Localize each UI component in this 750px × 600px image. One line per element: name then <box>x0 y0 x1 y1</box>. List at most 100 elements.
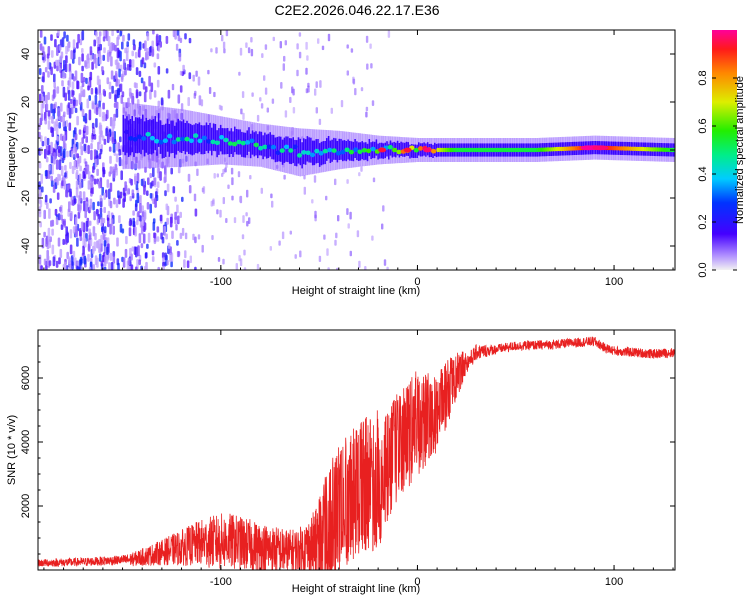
spectrogram-noise-cell <box>98 36 101 45</box>
spectrogram-noise-cell <box>112 142 116 153</box>
spectrogram-ridge-cell <box>475 147 479 153</box>
spectrogram-ridge-cell <box>481 147 485 153</box>
spectrogram-noise-cell <box>69 188 72 198</box>
spectrogram-noise-cell <box>128 227 132 237</box>
spectrogram-band-cell <box>172 120 174 153</box>
spectrogram-noise-cell <box>106 246 109 255</box>
spectrogram-ridge-cell <box>167 133 173 139</box>
y-tick-label: -40 <box>20 238 32 254</box>
spectrogram-noise-cell <box>60 51 64 59</box>
spectrogram-noise-cell <box>81 80 85 88</box>
spectrogram-noise-cell <box>59 248 63 259</box>
spectrogram-noise-cell <box>148 46 152 57</box>
spectrogram-noise-cell <box>108 92 112 100</box>
spectrogram-noise-cell <box>74 107 78 114</box>
spectrogram-noise-cell <box>96 168 99 177</box>
spectrogram-noise-cell <box>64 164 67 171</box>
spectrogram-noise-cell <box>160 97 164 106</box>
spectrogram-noise-cell <box>73 160 77 171</box>
spectrogram-noise-cell <box>152 167 155 178</box>
x-tick-label: 100 <box>605 276 623 288</box>
spectrogram-noise-cell <box>240 108 243 115</box>
spectrogram-noise-cell <box>99 148 103 155</box>
spectrogram-noise-cell <box>156 33 159 44</box>
spectrogram-noise-cell <box>92 201 95 211</box>
spectrogram-noise-cell <box>249 175 252 180</box>
spectrogram-noise-cell <box>349 250 352 257</box>
colorbar-tick-label: 0.6 <box>697 118 709 133</box>
spectrogram-noise-cell <box>358 172 361 177</box>
spectrogram-noise-cell <box>48 145 51 155</box>
spectrogram-band-cell <box>308 137 310 163</box>
spectrogram-hotspot <box>423 147 432 153</box>
spectrogram-noise-cell <box>134 51 138 59</box>
spectrogram-noise-cell <box>94 232 97 241</box>
spectrogram-noise-cell <box>284 40 287 46</box>
spectrogram-noise-cell <box>108 81 112 90</box>
x-tick-label: 0 <box>414 276 420 288</box>
spectrogram-noise-cell <box>82 191 86 201</box>
spectrogram-noise-cell <box>272 36 275 42</box>
spectrogram-noise-cell <box>76 80 79 90</box>
spectrogram-noise-cell <box>213 173 216 179</box>
spectrogram-noise-cell <box>58 122 61 129</box>
spectrogram-noise-cell <box>110 56 113 67</box>
spectrogram-noise-cell <box>153 90 157 98</box>
spectrogram-noise-cell <box>103 206 106 214</box>
spectrogram-band-cell <box>299 138 302 166</box>
spectrogram-noise-cell <box>51 127 54 138</box>
spectrogram-ridge-cell <box>630 146 635 151</box>
spectrogram-noise-cell <box>149 193 153 199</box>
spectrogram-noise-cell <box>365 35 369 43</box>
spectrogram-ridge-cell <box>444 147 449 153</box>
spectrogram-band-cell <box>294 139 296 166</box>
spectrogram-noise-cell <box>118 156 122 167</box>
spectrogram-noise-cell <box>108 146 112 152</box>
spectrogram-noise-cell <box>231 177 234 186</box>
spectrogram-noise-cell <box>98 135 102 145</box>
snr-ticks: -100 0 100 2000 4000 6000 <box>20 330 675 588</box>
spectrogram-noise-cell <box>117 262 120 270</box>
spectrogram-noise-cell <box>386 266 389 270</box>
spectrogram-noise-cell <box>75 172 78 180</box>
spectrogram-band-cell <box>306 136 309 162</box>
spectrogram-noise-cell <box>122 257 126 268</box>
spectrogram-noise-cell <box>53 121 57 132</box>
spectrogram-noise-cell <box>157 100 161 107</box>
spectrogram-noise-cell <box>140 77 144 84</box>
spectrogram-noise-cell <box>251 92 254 97</box>
spectrogram-noise-cell <box>67 102 71 109</box>
spectrogram-noise-cell <box>92 166 95 174</box>
spectrogram-noise-cell <box>242 215 245 223</box>
spectrogram-ridge-cell <box>353 147 359 152</box>
spectrogram-noise-cell <box>349 211 352 220</box>
spectrogram-noise-cell <box>60 102 63 112</box>
spectrogram-ridge-cell <box>624 146 628 151</box>
spectrogram-noise-cell <box>41 46 45 57</box>
spectrogram-noise-cell <box>75 99 78 107</box>
spectrogram-noise-cell <box>346 44 349 49</box>
spectrogram-noise-cell <box>78 56 81 66</box>
spectrogram-noise-cell <box>243 267 247 270</box>
spectrogram-ridge-cell <box>128 136 134 141</box>
spectrogram-noise-cell <box>174 196 177 202</box>
spectrogram-ridge-cell <box>171 139 177 145</box>
spectrogram-noise-cell <box>48 208 51 219</box>
spectrogram-noise-cell <box>117 34 120 40</box>
spectrogram-noise-cell <box>130 264 134 270</box>
spectrogram-noise-cell <box>72 39 76 49</box>
spectrogram-noise-cell <box>56 192 60 200</box>
spectrogram-noise-cell <box>113 102 117 108</box>
spectrogram-noise-cell <box>57 173 60 181</box>
spectrogram-ridge-cell <box>245 140 251 145</box>
spectrogram-noise-cell <box>239 258 243 267</box>
spectrogram-noise-cell <box>138 259 141 266</box>
spectrogram-noise-cell <box>283 55 286 62</box>
spectrogram-noise-cell <box>109 155 112 164</box>
spectrogram-noise-cell <box>83 200 86 212</box>
spectrogram-noise-cell <box>98 243 101 254</box>
spectrogram-band-cell <box>400 141 402 156</box>
spectrogram-noise-cell <box>38 162 42 169</box>
spectrogram-noise-cell <box>182 64 185 72</box>
spectrogram-noise-cell <box>96 75 100 86</box>
